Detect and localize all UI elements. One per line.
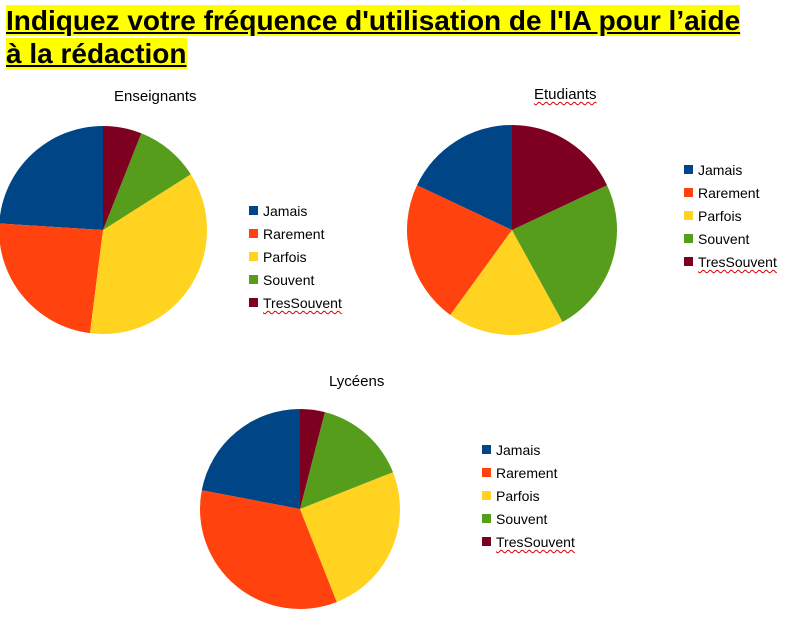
legend-swatch: [482, 537, 491, 546]
pie-slice-jamais: [416, 125, 512, 230]
legend-label: Jamais: [263, 203, 308, 219]
legend-label: Rarement: [263, 226, 325, 242]
legend-label: Jamais: [496, 442, 541, 458]
legend-label: Rarement: [698, 185, 760, 201]
legend-swatch: [482, 445, 491, 454]
legend-enseignants: Jamais Rarement Parfois Souvent TresSouvent: [249, 202, 342, 317]
legend-item-tressouvent: TresSouvent: [684, 253, 777, 276]
legend-swatch: [684, 188, 693, 197]
legend-item-parfois: Parfois: [482, 487, 575, 510]
legend-item-jamais: Jamais: [684, 161, 777, 184]
legend-label: Rarement: [496, 465, 558, 481]
legend-item-rarement: Rarement: [684, 184, 777, 207]
legend-item-parfois: Parfois: [684, 207, 777, 230]
legend-swatch: [684, 234, 693, 243]
legend-item-souvent: Souvent: [249, 271, 342, 294]
pie-slice-jamais: [0, 126, 103, 230]
legend-label: TresSouvent: [698, 254, 777, 270]
pie-slice-tressouvent: [300, 409, 325, 509]
pie-slice-rarement: [406, 185, 512, 315]
legend-swatch: [482, 491, 491, 500]
pie-chart-lyceens: [199, 409, 401, 610]
chart-title-etudiants-text: Etudiants: [534, 86, 597, 103]
legend-swatch: [249, 229, 258, 238]
legend-item-rarement: Rarement: [249, 225, 342, 248]
legend-swatch: [684, 211, 693, 220]
page-title-line1: Indiquez votre fréquence d'utilisation d…: [6, 5, 741, 36]
page-title-line2: à la rédaction: [6, 38, 187, 69]
pie-slice-tressouvent: [103, 126, 142, 230]
pie-slice-parfois: [89, 174, 208, 334]
legend-item-jamais: Jamais: [482, 441, 575, 464]
legend-label: TresSouvent: [496, 534, 575, 550]
legend-etudiants: Jamais Rarement Parfois Souvent TresSouvent: [684, 161, 777, 276]
pie-slice-souvent: [103, 133, 191, 230]
legend-swatch: [684, 165, 693, 174]
legend-swatch: [249, 275, 258, 284]
legend-label: TresSouvent: [263, 295, 342, 311]
page-title: Indiquez votre fréquence d'utilisation d…: [6, 4, 741, 70]
pie-slice-rarement: [0, 223, 103, 334]
legend-label: Parfois: [496, 488, 540, 504]
legend-swatch: [249, 298, 258, 307]
legend-label: Parfois: [263, 249, 307, 265]
legend-label: Souvent: [698, 231, 750, 247]
legend-label: Jamais: [698, 162, 743, 178]
pie-slice-tressouvent: [512, 125, 608, 230]
pie-slice-souvent: [300, 412, 393, 509]
legend-item-souvent: Souvent: [684, 230, 777, 253]
legend-swatch: [249, 206, 258, 215]
legend-item-rarement: Rarement: [482, 464, 575, 487]
chart-title-lyceens: Lycéens: [329, 373, 385, 390]
legend-swatch: [684, 257, 693, 266]
pie-chart-etudiants: [406, 125, 618, 335]
legend-swatch: [482, 514, 491, 523]
legend-swatch: [482, 468, 491, 477]
legend-item-parfois: Parfois: [249, 248, 342, 271]
chart-title-etudiants: Etudiants: [534, 86, 597, 104]
pie-slice-souvent: [512, 185, 618, 323]
pie-slice-parfois: [450, 230, 563, 335]
legend-label: Souvent: [496, 511, 548, 527]
legend-item-jamais: Jamais: [249, 202, 342, 225]
legend-item-tressouvent: TresSouvent: [249, 294, 342, 317]
legend-lyceens: Jamais Rarement Parfois Souvent TresSouvent: [482, 441, 575, 556]
pie-slice-rarement: [199, 490, 337, 610]
legend-item-souvent: Souvent: [482, 510, 575, 533]
legend-item-tressouvent: TresSouvent: [482, 533, 575, 556]
pie-chart-enseignants: [0, 126, 208, 334]
legend-swatch: [249, 252, 258, 261]
pie-slice-parfois: [300, 472, 401, 602]
legend-label: Souvent: [263, 272, 315, 288]
pie-slice-jamais: [201, 409, 300, 509]
chart-title-enseignants: Enseignants: [114, 88, 197, 105]
legend-label: Parfois: [698, 208, 742, 224]
